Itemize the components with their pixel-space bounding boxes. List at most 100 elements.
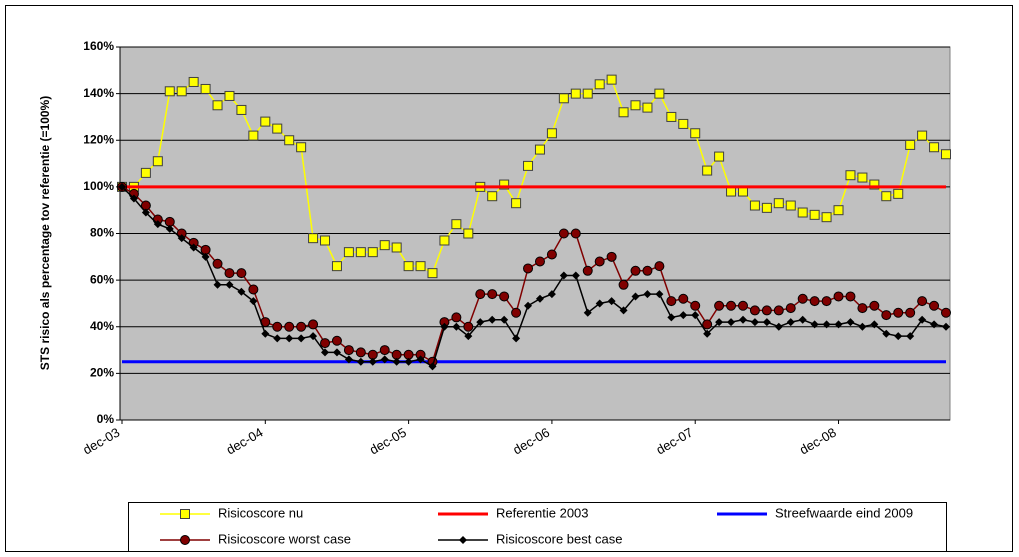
legend-label: Risicoscore worst case [218, 531, 351, 546]
data-point [343, 345, 354, 356]
data-point [930, 320, 939, 329]
data-point [451, 219, 462, 230]
data-point [654, 261, 665, 272]
data-point [237, 287, 246, 296]
data-point [452, 322, 461, 331]
y-tick-label: 140% [83, 86, 114, 100]
data-point [691, 311, 700, 320]
data-point [355, 247, 366, 258]
data-point [714, 300, 725, 311]
data-point [702, 165, 713, 176]
data-point [869, 300, 880, 311]
data-point [535, 294, 544, 303]
data-point [786, 318, 795, 327]
data-point [391, 242, 402, 253]
data-point [308, 319, 319, 330]
data-point [272, 123, 283, 134]
data-point [559, 271, 568, 280]
data-point [212, 100, 223, 111]
data-point [702, 319, 713, 330]
data-point [248, 284, 259, 295]
data-point [881, 191, 892, 202]
data-point [224, 268, 235, 279]
data-point [534, 144, 545, 155]
data-point [308, 233, 319, 244]
data-point [821, 212, 832, 223]
legend-label: Referentie 2003 [496, 505, 589, 520]
data-point [188, 76, 199, 87]
y-tick-label: 60% [90, 272, 114, 286]
legend-marker [180, 509, 190, 519]
data-point [129, 194, 138, 203]
data-point [321, 348, 330, 357]
data-point [427, 268, 438, 279]
data-point [773, 198, 784, 209]
data-point [821, 296, 832, 307]
data-point [499, 179, 510, 190]
y-tick-label: 100% [83, 179, 114, 193]
data-point [582, 88, 593, 99]
legend [128, 502, 947, 552]
data-point [189, 243, 198, 252]
data-point [833, 205, 844, 216]
data-point [809, 296, 820, 307]
data-point [845, 170, 856, 181]
data-point [606, 74, 617, 85]
data-point [594, 256, 605, 267]
data-point [475, 289, 486, 300]
data-point [570, 88, 581, 99]
data-point [690, 300, 701, 311]
data-point [942, 322, 950, 331]
data-point [225, 280, 234, 289]
data-point [738, 315, 747, 324]
data-point [846, 318, 855, 327]
data-point [761, 305, 772, 316]
data-point [118, 182, 126, 191]
data-point [857, 172, 868, 183]
data-point [558, 228, 569, 239]
data-point [858, 322, 867, 331]
data-point [750, 318, 759, 327]
data-point [261, 329, 270, 338]
data-point [727, 318, 736, 327]
data-point [906, 332, 915, 341]
data-point [534, 256, 545, 267]
data-point [655, 290, 664, 299]
y-axis-title: STS risico als percentage tov referentie… [38, 96, 52, 370]
data-point [798, 315, 807, 324]
legend-marker [180, 535, 190, 545]
data-point [606, 251, 617, 262]
data-point [248, 130, 259, 141]
data-point [332, 348, 341, 357]
data-point [666, 296, 677, 307]
data-point [642, 102, 653, 113]
data-point [774, 322, 783, 331]
data-point [785, 200, 796, 211]
data-point [595, 299, 604, 308]
legend-label: Streefwaarde eind 2009 [775, 505, 913, 520]
data-point [737, 186, 748, 197]
data-point [177, 234, 186, 243]
data-point [249, 297, 258, 306]
data-point [631, 292, 640, 301]
data-point [403, 261, 414, 272]
data-point [273, 334, 282, 343]
data-point [140, 167, 151, 178]
data-point [642, 265, 653, 276]
data-point [499, 291, 510, 302]
data-point [284, 135, 295, 146]
y-tick-label: 40% [90, 319, 114, 333]
data-point [296, 321, 307, 332]
data-point [355, 347, 366, 358]
data-point [153, 220, 162, 229]
data-point [165, 224, 174, 233]
data-point [630, 100, 641, 111]
data-point [309, 332, 318, 341]
data-point [547, 290, 556, 299]
data-point [260, 116, 271, 127]
data-point [619, 306, 628, 315]
data-point [762, 318, 771, 327]
data-point [905, 307, 916, 318]
data-point [726, 186, 737, 197]
data-point [224, 90, 235, 101]
